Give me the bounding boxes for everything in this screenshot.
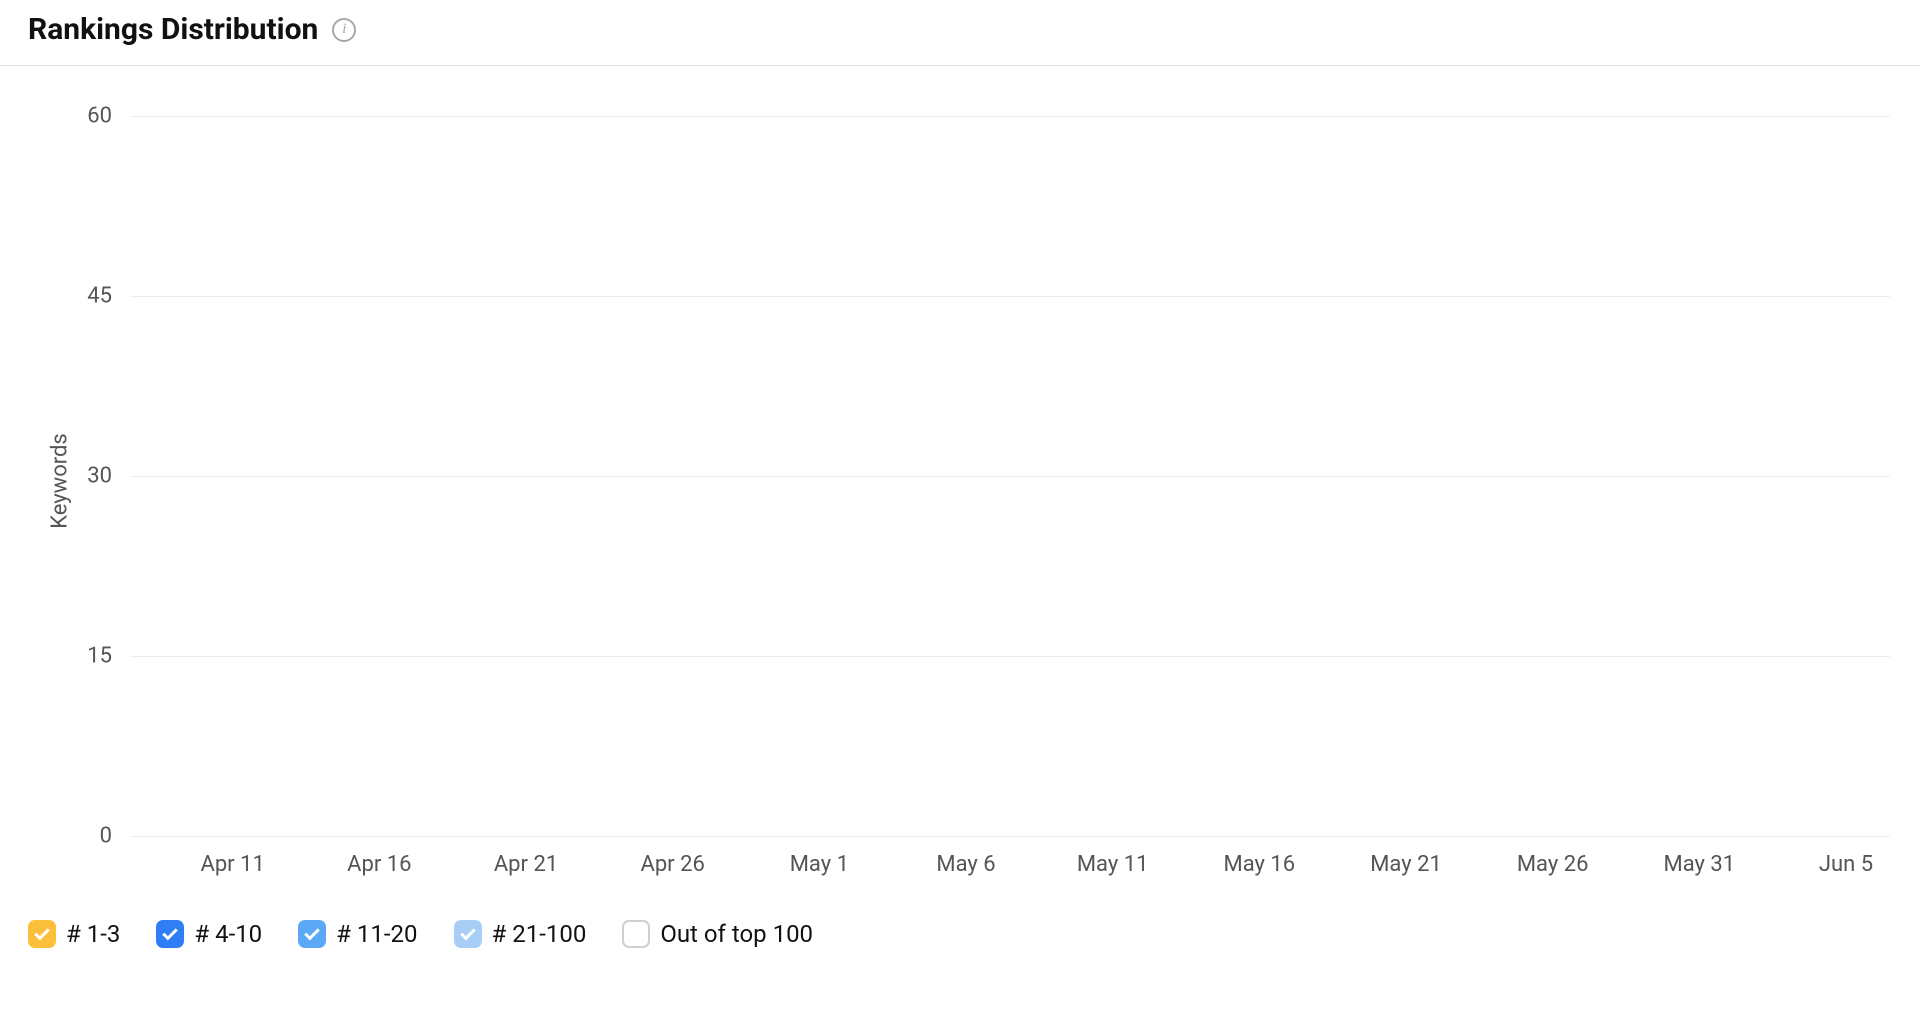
- x-tick-label: May 11: [1077, 852, 1149, 877]
- x-tick-label: May 1: [790, 852, 849, 877]
- plot-region: 015304560: [130, 116, 1890, 836]
- gridline: [130, 116, 1890, 117]
- swatch-4-10: [156, 920, 184, 948]
- x-tick-label: Apr 11: [200, 852, 264, 877]
- gridline: [130, 476, 1890, 477]
- widget-header: Rankings Distribution i: [0, 12, 1920, 66]
- legend-label-4-10: # 4-10: [194, 920, 262, 948]
- swatch-11-20: [298, 920, 326, 948]
- info-icon[interactable]: i: [332, 18, 356, 42]
- y-tick-label: 60: [87, 104, 130, 129]
- y-tick-label: 0: [100, 824, 130, 849]
- legend-item-out-100[interactable]: Out of top 100: [622, 920, 813, 948]
- swatch-21-100: [454, 920, 482, 948]
- chart-area: Keywords 015304560 Apr 11Apr 16Apr 21Apr…: [0, 66, 1920, 896]
- y-tick-label: 45: [87, 284, 130, 309]
- x-tick-label: May 16: [1224, 852, 1296, 877]
- legend-label-out-100: Out of top 100: [660, 920, 813, 948]
- x-tick-label: Apr 26: [640, 852, 704, 877]
- swatch-out-100: [622, 920, 650, 948]
- legend: # 1-3 # 4-10 # 11-20 # 21-100 Out of top…: [0, 896, 1920, 948]
- x-tick-label: Jun 5: [1819, 852, 1873, 877]
- y-tick-label: 15: [87, 644, 130, 669]
- legend-label-21-100: # 21-100: [492, 920, 587, 948]
- legend-item-11-20[interactable]: # 11-20: [298, 920, 417, 948]
- legend-label-11-20: # 11-20: [336, 920, 417, 948]
- x-tick-label: Apr 16: [347, 852, 411, 877]
- x-tick-label: May 26: [1517, 852, 1589, 877]
- legend-item-1-3[interactable]: # 1-3: [28, 920, 120, 948]
- y-axis-label: Keywords: [47, 433, 72, 529]
- x-tick-label: May 6: [936, 852, 995, 877]
- widget-title: Rankings Distribution: [28, 12, 318, 47]
- legend-item-4-10[interactable]: # 4-10: [156, 920, 262, 948]
- x-tick-label: May 21: [1370, 852, 1442, 877]
- x-tick-label: May 31: [1664, 852, 1736, 877]
- gridline: [130, 296, 1890, 297]
- legend-item-21-100[interactable]: # 21-100: [454, 920, 587, 948]
- y-tick-label: 30: [87, 464, 130, 489]
- swatch-1-3: [28, 920, 56, 948]
- legend-label-1-3: # 1-3: [66, 920, 120, 948]
- x-axis: Apr 11 Apr 16 Apr 21 Apr 26 May 1 May 6 May 11…: [130, 836, 1890, 896]
- rankings-distribution-widget: Rankings Distribution i Keywords 0153045…: [0, 0, 1920, 1016]
- x-tick-label: Apr 21: [494, 852, 558, 877]
- gridline: [130, 656, 1890, 657]
